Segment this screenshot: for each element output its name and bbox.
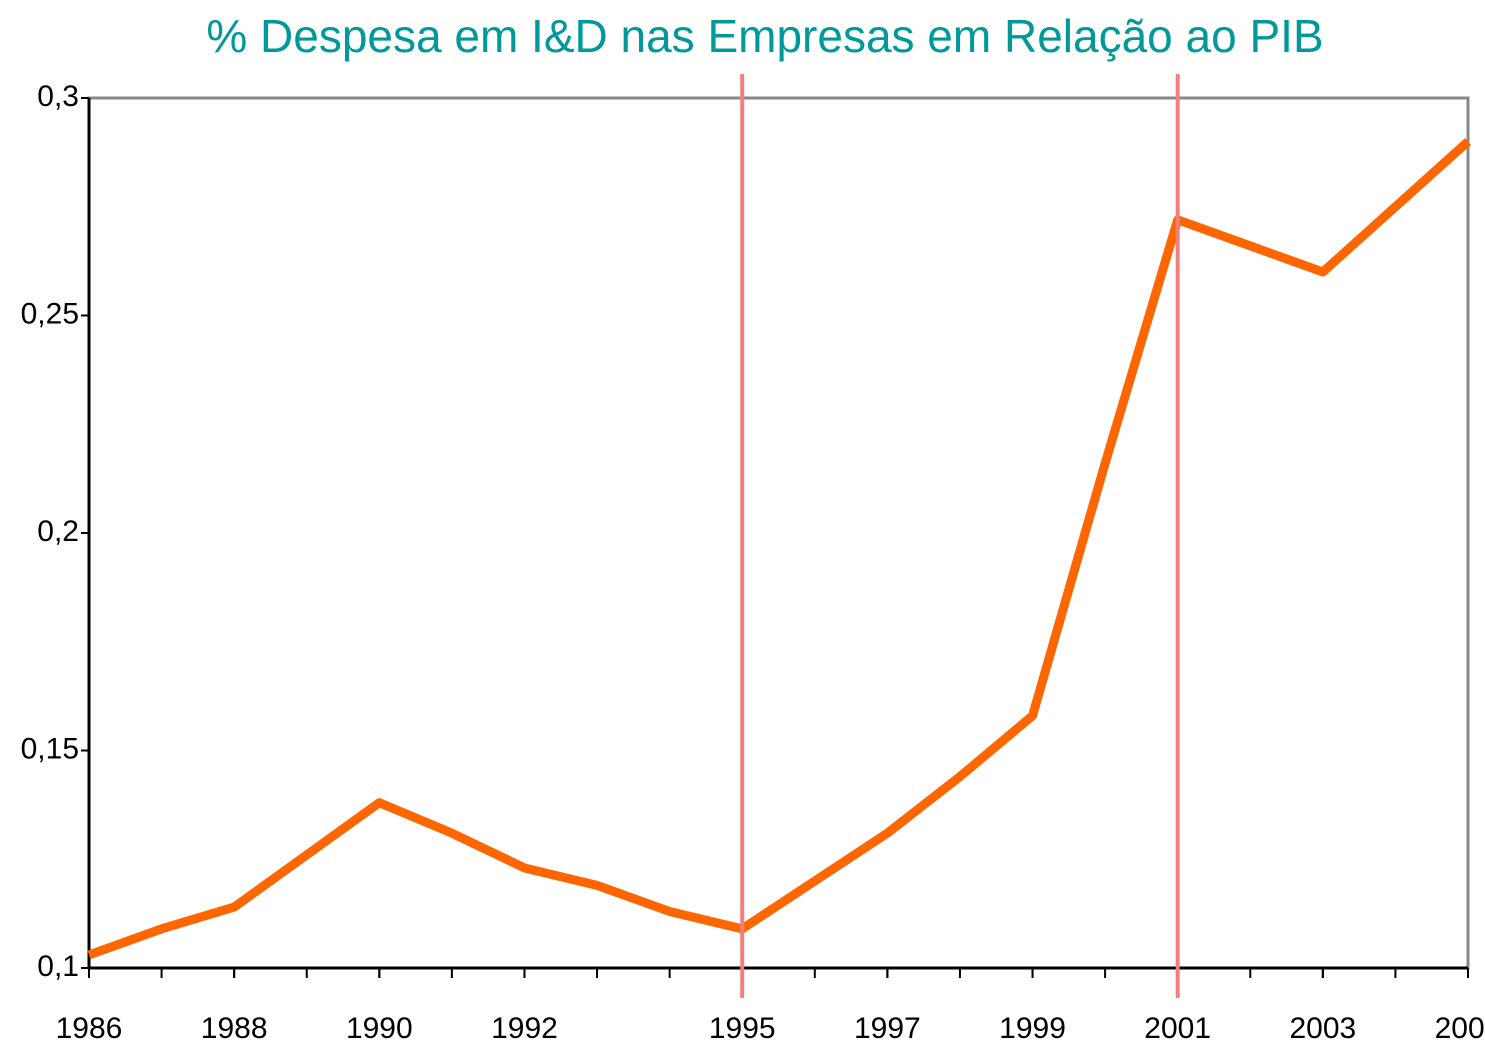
x-tick-label: 2003 <box>1289 1012 1356 1045</box>
x-tick-label: 1995 <box>709 1012 776 1045</box>
x-tick-label: 2001 <box>1144 1012 1211 1045</box>
y-tick-label: 0,3 <box>37 80 79 113</box>
x-tick-label: 1986 <box>56 1012 123 1045</box>
y-tick-label: 0,25 <box>21 297 79 330</box>
x-tick-label: 1999 <box>999 1012 1066 1045</box>
x-tick-label: 1997 <box>854 1012 921 1045</box>
x-tick-label: 1990 <box>346 1012 413 1045</box>
x-tick-label: 1992 <box>491 1012 558 1045</box>
x-tick-label: 1988 <box>201 1012 268 1045</box>
y-tick-label: 0,1 <box>37 950 79 983</box>
x-tick-label: 2005 <box>1435 1012 1485 1045</box>
y-tick-label: 0,15 <box>21 732 79 765</box>
plot-frame <box>87 96 1470 970</box>
chart-title: % Despesa em I&D nas Empresas em Relação… <box>206 10 1323 62</box>
data-line <box>87 138 1472 960</box>
y-tick-label: 0,2 <box>37 515 79 548</box>
